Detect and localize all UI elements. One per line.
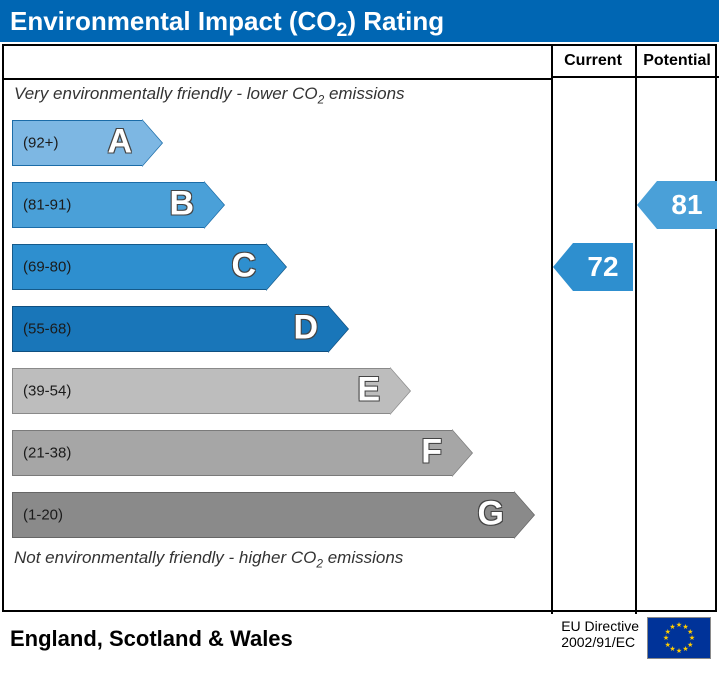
title-bar: Environmental Impact (CO2) Rating [0,0,719,42]
band-arrowhead [204,182,224,228]
top-caption: Very environmentally friendly - lower CO… [14,84,405,106]
band-arrowhead [452,430,472,476]
band-arrowhead [142,120,162,166]
band-range: (39-54) [23,383,71,400]
eu-star-icon: ★ [669,623,675,631]
rating-band-g: (1-20) G [12,492,514,538]
column-header-potential: Potential [635,46,719,78]
chart-main: Very environmentally friendly - lower CO… [2,44,717,612]
band-letter: C [231,247,256,286]
chart-title: Environmental Impact (CO2) Rating [10,6,444,36]
band-range: (69-80) [23,259,71,276]
current-pointer-arrow [553,243,573,291]
eu-star-icon: ★ [676,647,682,655]
rating-band-c: (69-80) C [12,244,266,290]
epc-rating-chart: Environmental Impact (CO2) Rating Very e… [0,0,719,675]
eu-flag-icon: ★★★★★★★★★★★★ [647,617,711,659]
band-letter: A [107,123,132,162]
footer: England, Scotland & Wales EU Directive 2… [2,614,717,662]
rating-band-d: (55-68) D [12,306,328,352]
eu-directive-line2: 2002/91/EC [561,634,635,650]
band-letter: F [421,433,442,472]
band-letter: G [478,495,504,534]
column-header-current: Current [551,46,635,78]
rating-band-f: (21-38) F [12,430,452,476]
rating-band-b: (81-91) B [12,182,204,228]
chart-area: Very environmentally friendly - lower CO… [4,46,551,614]
eu-star-icon: ★ [676,621,682,629]
current-pointer: 72 [573,243,633,291]
band-arrowhead [514,492,534,538]
band-letter: B [169,185,194,224]
column-divider [551,46,553,614]
band-arrowhead [328,306,348,352]
bottom-caption: Not environmentally friendly - higher CO… [14,548,403,570]
band-letter: D [293,309,318,348]
current-value: 72 [587,251,618,283]
band-range: (21-38) [23,445,71,462]
band-range: (81-91) [23,197,71,214]
eu-star-icon: ★ [682,645,688,653]
eu-directive: EU Directive 2002/91/EC [561,618,639,650]
band-arrowhead [266,244,286,290]
rating-band-a: (92+) A [12,120,142,166]
rating-band-e: (39-54) E [12,368,390,414]
band-range: (1-20) [23,507,63,524]
potential-pointer: 81 [657,181,717,229]
band-range: (55-68) [23,321,71,338]
region-label: England, Scotland & Wales [10,626,293,652]
potential-value: 81 [671,189,702,221]
eu-directive-line1: EU Directive [561,618,639,634]
potential-pointer-arrow [637,181,657,229]
column-divider [635,46,637,614]
band-range: (92+) [23,135,58,152]
band-letter: E [357,371,380,410]
band-arrowhead [390,368,410,414]
